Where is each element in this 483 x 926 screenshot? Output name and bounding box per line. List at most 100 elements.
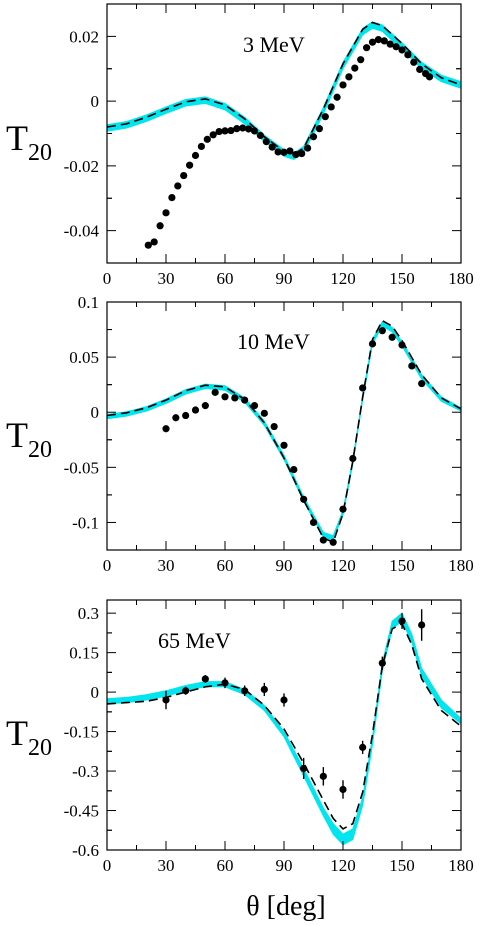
x-axis-label: θ [deg] <box>246 891 326 922</box>
x-tick-label: 90 <box>276 856 293 875</box>
x-tick-label: 180 <box>448 269 474 288</box>
data-point <box>174 182 182 190</box>
data-point <box>172 414 180 422</box>
data-point <box>209 131 217 139</box>
data-point <box>345 73 353 81</box>
data-point <box>300 495 308 503</box>
data-point <box>260 685 268 694</box>
data-point <box>221 393 229 401</box>
data-point <box>398 46 406 54</box>
data-point <box>359 743 367 751</box>
data-point <box>315 125 323 133</box>
data-point <box>398 617 406 625</box>
data-point <box>327 103 335 111</box>
data-point <box>201 675 209 683</box>
data-point <box>156 222 164 230</box>
data-point <box>374 36 382 44</box>
panel-65mev-ylabel: T20 <box>6 713 52 761</box>
dashed-layer <box>107 622 461 830</box>
data-point <box>292 150 300 159</box>
data-point <box>388 333 396 341</box>
x-tick-label: 30 <box>158 269 175 288</box>
data-point <box>270 422 278 431</box>
data-point <box>349 454 357 463</box>
panel-65mev: 0 30 60 90 120 150 180 -0.6 -0.45 -0.3 -0.15 0 0.15 0… <box>6 599 474 875</box>
data-point <box>274 148 282 156</box>
data-point <box>319 772 327 780</box>
data-point <box>359 384 367 392</box>
x-tick-label: 120 <box>330 269 356 288</box>
data-point <box>339 81 347 89</box>
data-point <box>250 402 259 410</box>
data-point <box>280 148 288 156</box>
data-point <box>290 465 298 474</box>
data-point <box>231 394 239 402</box>
panel-10mev-energy-label: 10 MeV <box>237 329 310 354</box>
points-layer <box>144 36 434 249</box>
theory-band <box>107 21 461 160</box>
x-tick-label: 90 <box>276 556 293 575</box>
data-point <box>380 37 388 45</box>
data-point <box>162 696 170 704</box>
data-point <box>197 142 205 151</box>
data-point <box>339 785 347 794</box>
dashed-curve <box>107 622 461 830</box>
data-point <box>245 125 253 133</box>
data-point <box>368 340 377 348</box>
data-point <box>333 93 341 101</box>
x-tick-label: 30 <box>158 856 175 875</box>
data-point <box>363 44 371 52</box>
data-point <box>162 209 170 217</box>
data-point <box>182 687 190 695</box>
data-point <box>268 143 276 151</box>
data-point <box>304 144 312 152</box>
panel-3mev: 0 30 60 90 120 150 180 -0.04 -0.02 0 0.02 T20 3 Me… <box>6 3 474 288</box>
data-point <box>168 194 176 202</box>
data-point <box>215 127 223 136</box>
data-point <box>404 51 412 59</box>
band-layer <box>107 21 461 160</box>
data-point <box>329 538 337 546</box>
band-layer <box>107 321 461 541</box>
data-point <box>144 241 152 249</box>
data-point <box>398 341 406 349</box>
y-tick-label: 0 <box>91 92 100 111</box>
data-point <box>260 409 268 417</box>
data-point <box>351 64 359 72</box>
data-point <box>286 147 294 155</box>
x-tick-label: 180 <box>448 556 474 575</box>
y-tick-label: -0.04 <box>64 222 100 241</box>
y-tick-label: -0.45 <box>64 802 99 821</box>
dashed-layer <box>107 21 461 156</box>
y-tick-label: -0.02 <box>64 157 99 176</box>
axes-layer: 0 30 60 90 120 150 180 -0.6 -0.45 -0.3 -0.15 0 0.15 0… <box>64 599 474 875</box>
data-point <box>239 124 247 132</box>
data-point <box>221 127 229 135</box>
x-tick-label: 150 <box>389 269 415 288</box>
axes-layer: 0 30 60 90 120 150 180 -0.1 -0.05 0 0.05 0.1 <box>64 293 474 575</box>
x-tick-label: 150 <box>389 856 415 875</box>
data-point <box>425 73 434 81</box>
y-tick-label: 0.3 <box>78 604 99 623</box>
x-tick-label: 60 <box>217 856 234 875</box>
data-point <box>150 238 158 246</box>
theory-band <box>107 321 461 541</box>
data-point <box>392 43 400 51</box>
data-point <box>321 113 329 121</box>
data-point <box>418 621 426 629</box>
data-point <box>416 65 424 73</box>
x-tick-label: 60 <box>217 269 234 288</box>
data-point <box>211 388 219 396</box>
y-tick-label: 0.02 <box>69 27 99 46</box>
data-point <box>309 133 318 141</box>
data-point <box>378 327 386 335</box>
y-tick-label: 0.1 <box>78 293 99 312</box>
data-point <box>378 659 386 667</box>
y-tick-label: -0.3 <box>72 762 99 781</box>
data-point <box>180 171 188 180</box>
x-tick-label: 120 <box>330 856 356 875</box>
x-tick-label: 90 <box>276 269 293 288</box>
panel-10mev: 0 30 60 90 120 150 180 -0.1 -0.05 0 0.05 0.1 T20 10… <box>6 293 474 575</box>
y-tick-label: 0.15 <box>69 644 99 663</box>
